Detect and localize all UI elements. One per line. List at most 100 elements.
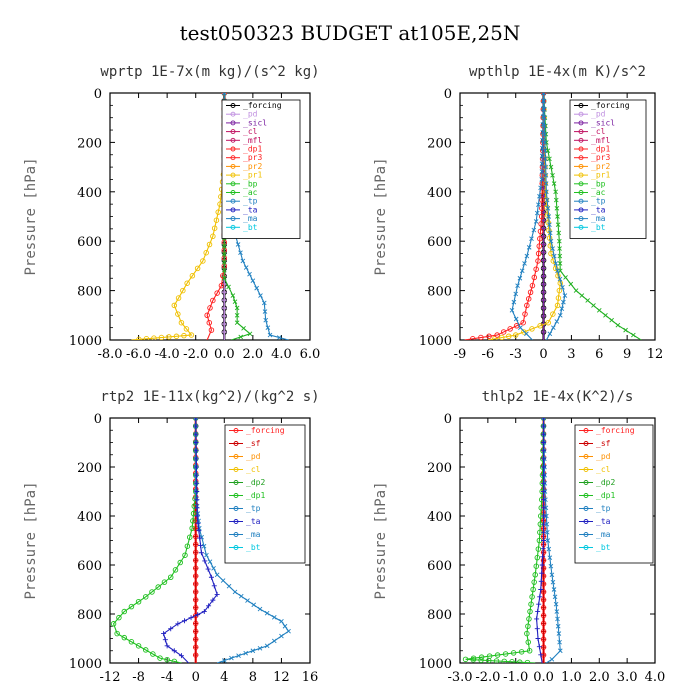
series-marker: [561, 299, 566, 305]
legend-marker: [230, 198, 236, 204]
series-marker: [201, 609, 207, 615]
legend-marker: [233, 454, 239, 459]
series-marker: [541, 549, 547, 555]
y-tick-label: 1000: [69, 657, 102, 672]
series-marker: [542, 131, 548, 137]
series-marker: [211, 565, 216, 571]
x-tick-label: -1.0: [503, 670, 528, 685]
series-marker: [541, 620, 547, 626]
series-marker: [541, 581, 547, 587]
y-tick-label: 1000: [419, 334, 452, 349]
series-marker: [541, 628, 547, 634]
legend-entry: _dp2: [246, 478, 265, 487]
series-marker: [518, 649, 525, 655]
series-marker: [538, 578, 544, 584]
series-marker: [542, 180, 549, 187]
series-marker: [193, 652, 199, 658]
series-marker: [128, 603, 135, 610]
series-marker: [235, 242, 241, 247]
series-marker: [282, 623, 288, 629]
series-marker: [214, 290, 220, 296]
legend-entry: _dp2: [596, 478, 615, 487]
series-marker: [171, 658, 178, 663]
series-marker: [221, 658, 227, 663]
series-marker: [541, 597, 547, 603]
series-marker: [541, 249, 547, 255]
series-marker: [554, 302, 561, 309]
series-marker: [536, 644, 542, 650]
series-marker: [210, 297, 216, 304]
series-marker: [541, 107, 547, 112]
series-marker: [541, 225, 547, 231]
series-marker: [539, 169, 545, 174]
legend-entry: _ta: [591, 205, 606, 214]
series-marker: [143, 336, 150, 340]
series-marker: [541, 521, 547, 527]
legend-marker: [578, 103, 584, 108]
legend-box: [224, 424, 306, 564]
series-marker: [562, 293, 568, 298]
x-tick-label: -6: [482, 347, 495, 362]
series-marker: [557, 253, 563, 259]
series-marker: [541, 257, 547, 263]
legend-entry: _forcing: [596, 426, 635, 435]
series-marker: [541, 464, 547, 470]
series-marker: [530, 586, 536, 593]
series-marker: [536, 243, 542, 249]
series-marker: [238, 250, 243, 256]
series-marker: [232, 299, 238, 305]
series-marker: [168, 626, 174, 632]
x-tick-label: 16: [302, 670, 319, 685]
series-marker: [547, 243, 554, 249]
series-marker: [541, 480, 547, 486]
series-marker: [541, 497, 547, 503]
series-marker: [524, 659, 531, 663]
series-marker: [541, 289, 547, 295]
series-marker: [553, 261, 559, 266]
legend-entry: _pr2: [243, 162, 262, 171]
chart-panel-3: rtp2 1E-11x(kg^2)/(kg^2 s) Pressure [hPa]…: [23, 389, 320, 685]
legend-marker: [578, 181, 584, 187]
series-marker: [193, 423, 199, 429]
series-marker: [494, 652, 501, 658]
series-marker: [194, 513, 200, 519]
x-tick-label: 0: [539, 347, 547, 362]
series-marker: [264, 643, 270, 649]
series-marker: [536, 202, 541, 207]
series-marker: [221, 243, 227, 249]
x-tick-label: 8: [249, 670, 257, 685]
series-marker: [543, 181, 549, 186]
series-marker: [545, 538, 551, 543]
legend-marker: [583, 467, 589, 472]
series-marker: [221, 93, 227, 96]
x-tick-label: -8.0: [97, 347, 122, 362]
series-marker: [221, 281, 227, 287]
series-marker: [537, 235, 543, 242]
series-marker: [203, 249, 209, 256]
x-tick-label: 6.0: [300, 347, 321, 362]
series-marker: [524, 302, 530, 309]
series-marker: [184, 543, 191, 549]
series-marker: [522, 261, 527, 266]
legend-entry: _tp: [243, 197, 258, 206]
figure-title: test050323 BUDGET at105E,25N: [180, 21, 521, 45]
series-marker: [553, 601, 559, 607]
series-marker: [499, 334, 505, 340]
series-marker: [539, 562, 545, 568]
x-tick-label: 12: [647, 347, 664, 362]
series-marker: [541, 613, 547, 619]
series-marker: [193, 628, 199, 634]
y-tick-label: 1000: [419, 657, 452, 672]
legend: _forcing _sf _pd _cl _dp2 _dp1 _tp _ta _ma _bt: [574, 424, 654, 564]
series-marker: [521, 329, 527, 335]
series-marker: [221, 297, 227, 303]
series-marker: [247, 331, 253, 337]
legend: _forcing_pd_sicl_cl_mfl_dp1_pr3_pr2_pr1_…: [221, 99, 301, 239]
series-marker: [202, 558, 208, 564]
series-marker: [175, 311, 181, 317]
y-tick-label: 800: [427, 608, 452, 623]
series-marker: [193, 644, 199, 650]
series-marker: [542, 123, 547, 129]
legend-marker: [583, 428, 589, 433]
series-marker: [549, 572, 555, 578]
